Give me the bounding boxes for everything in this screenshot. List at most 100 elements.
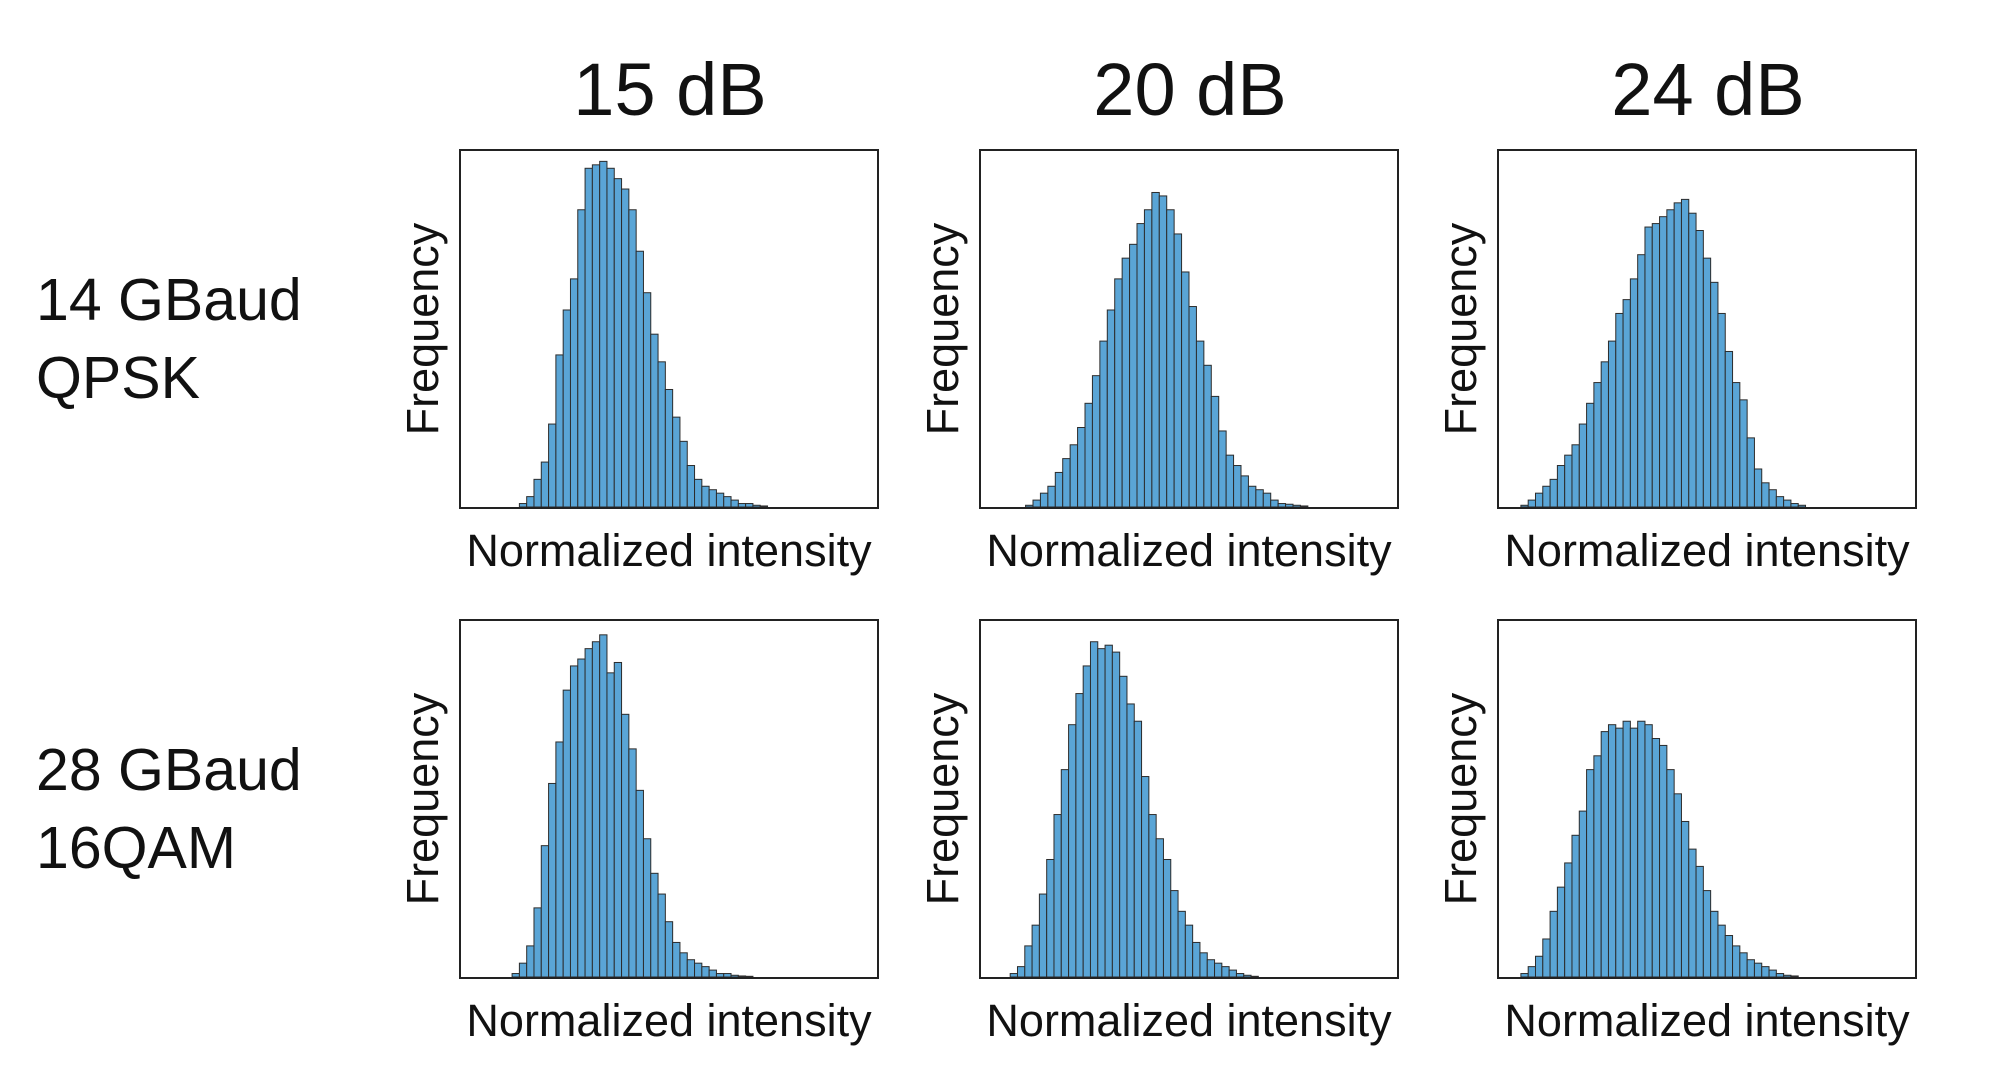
histogram-bar-r0-c1-27 — [1181, 271, 1190, 507]
histogram-bar-r1-c1-30 — [1199, 952, 1208, 977]
histogram-bar-r1-c1-11 — [1060, 769, 1070, 977]
y-axis-label-r1-c0: Frequency — [397, 692, 448, 906]
histogram-bar-r1-c0-32 — [694, 962, 703, 977]
x-axis-label-r0-c0: Normalized intensity — [466, 525, 872, 576]
histogram-bar-r1-c2-17 — [1622, 720, 1631, 977]
histogram-bar-r0-c2-30 — [1717, 312, 1726, 507]
histogram-bar-r1-c0-11 — [540, 845, 550, 977]
histogram-bar-r0-c0-28 — [664, 388, 674, 507]
histogram-panel-r1-c1 — [979, 619, 1399, 979]
histogram-bar-r1-c1-16 — [1097, 648, 1106, 977]
histogram-bar-r0-c0-15 — [569, 278, 579, 507]
histogram-bar-r0-c1-42 — [1292, 504, 1301, 507]
histogram-bar-r1-c1-33 — [1221, 966, 1230, 977]
histogram-svg-r0-c1 — [1025, 191, 1309, 507]
column-title-20db: 20 dB — [1093, 48, 1287, 131]
histogram-bar-r1-c1-4 — [1009, 973, 1018, 977]
histogram-bar-r1-c1-27 — [1177, 910, 1186, 977]
histogram-bar-r1-c2-14 — [1600, 731, 1609, 977]
histogram-bar-r1-c1-19 — [1119, 675, 1128, 977]
histogram-bar-r0-c0-16 — [577, 209, 586, 507]
histogram-bar-r0-c1-19 — [1121, 257, 1131, 507]
histogram-bar-r1-c1-17 — [1104, 644, 1113, 977]
histogram-bar-r1-c2-22 — [1659, 744, 1668, 977]
histogram-bar-r1-c2-10 — [1571, 834, 1580, 977]
histogram-bar-r0-c1-35 — [1240, 475, 1249, 507]
histogram-bar-r1-c0-12 — [548, 782, 557, 977]
y-axis-label-r0-c0: Frequency — [397, 222, 448, 436]
histogram-bar-r1-c0-16 — [577, 658, 586, 977]
histogram-bar-r0-c2-28 — [1702, 257, 1712, 507]
histogram-bar-r1-c1-25 — [1162, 858, 1172, 977]
histogram-bar-r0-c0-27 — [657, 361, 666, 507]
histogram-bar-r1-c2-15 — [1607, 724, 1617, 977]
histogram-bar-r0-c2-35 — [1753, 468, 1763, 507]
histogram-bar-r0-c0-10 — [533, 478, 542, 507]
histogram-bar-r1-c2-19 — [1637, 720, 1646, 977]
histogram-bar-r0-c0-38 — [737, 503, 747, 507]
histogram-bar-r0-c0-8 — [518, 503, 528, 507]
x-axis-label-r0-c1: Normalized intensity — [986, 525, 1392, 576]
y-axis-label-r1-c2: Frequency — [1435, 692, 1486, 906]
histogram-bar-r0-c2-39 — [1783, 499, 1792, 507]
histogram-bar-r0-c1-28 — [1188, 306, 1197, 507]
histogram-bar-r1-c2-30 — [1717, 924, 1726, 977]
histogram-bar-r0-c0-14 — [562, 309, 571, 507]
histogram-bar-r1-c0-10 — [533, 907, 542, 977]
histogram-bar-r1-c2-26 — [1688, 848, 1697, 977]
histogram-panel-r0-c1 — [979, 149, 1399, 509]
histogram-bar-r0-c1-16 — [1099, 340, 1108, 507]
histogram-bar-r0-c1-22 — [1143, 209, 1153, 507]
column-title-15db: 15 dB — [573, 48, 767, 131]
histogram-bar-r1-c2-18 — [1629, 727, 1639, 977]
histogram-bar-r0-c0-29 — [672, 416, 681, 507]
histogram-bar-r0-c2-31 — [1724, 350, 1734, 507]
histogram-bar-r1-c0-31 — [686, 959, 696, 977]
histogram-bar-r1-c2-13 — [1593, 755, 1602, 977]
histogram-bar-r0-c0-32 — [694, 478, 703, 507]
histogram-bar-r0-c1-12 — [1069, 444, 1079, 507]
histogram-bar-r0-c1-36 — [1247, 485, 1257, 507]
histogram-bar-r1-c1-8 — [1038, 893, 1048, 977]
histogram-bar-r0-c2-22 — [1659, 216, 1668, 507]
histogram-bar-r1-c1-32 — [1214, 962, 1223, 977]
histogram-bar-r0-c0-31 — [686, 465, 696, 507]
histogram-bar-r0-c1-40 — [1277, 503, 1287, 507]
histogram-bar-r1-c2-31 — [1724, 935, 1734, 977]
histogram-bar-r1-c2-4 — [1527, 966, 1536, 977]
histogram-bar-r1-c2-8 — [1556, 886, 1566, 977]
x-axis-label-r1-c0: Normalized intensity — [466, 995, 872, 1046]
histogram-bar-r1-c1-29 — [1192, 941, 1201, 977]
histogram-bar-r0-c2-33 — [1739, 399, 1748, 507]
histogram-bar-r1-c0-15 — [569, 665, 579, 977]
histogram-bar-r0-c2-21 — [1651, 223, 1661, 507]
histogram-bar-r1-c2-16 — [1615, 727, 1624, 977]
histogram-bar-r1-c2-35 — [1753, 962, 1763, 977]
histogram-bar-r0-c2-3 — [1520, 504, 1529, 507]
histogram-bar-r0-c1-21 — [1136, 223, 1145, 507]
histogram-bar-r0-c1-30 — [1203, 364, 1212, 507]
histogram-bar-r0-c0-17 — [584, 167, 593, 507]
histogram-bar-r0-c0-24 — [635, 250, 644, 507]
histogram-bar-r1-c0-39 — [745, 975, 754, 977]
histogram-bar-r1-c0-29 — [672, 941, 681, 977]
histogram-bar-r1-c0-27 — [657, 893, 666, 977]
histogram-bar-r1-c1-18 — [1111, 651, 1121, 977]
histogram-bar-r0-c1-15 — [1091, 375, 1101, 507]
histogram-bar-r1-c0-26 — [650, 872, 659, 977]
x-axis-label-r1-c1: Normalized intensity — [986, 995, 1392, 1046]
histogram-bar-r1-c0-7 — [511, 973, 520, 977]
histogram-bar-r0-c1-37 — [1255, 489, 1264, 507]
histogram-bar-r0-c0-41 — [759, 505, 769, 507]
histogram-bar-r0-c2-41 — [1797, 504, 1807, 507]
histogram-bar-r0-c2-7 — [1549, 478, 1558, 507]
row-label-qpsk: 14 GBaud QPSK — [36, 261, 302, 417]
histogram-panel-r0-c2 — [1497, 149, 1917, 509]
histogram-bar-r1-c2-36 — [1761, 966, 1770, 977]
histogram-bar-r0-c0-18 — [591, 164, 601, 507]
histogram-svg-r0-c2 — [1520, 198, 1807, 507]
histogram-bar-r1-c1-36 — [1243, 974, 1252, 977]
histogram-bar-r1-c2-39 — [1783, 974, 1792, 977]
histogram-bar-r1-c0-8 — [518, 962, 528, 977]
row-label-qpsk-line1: 14 GBaud — [36, 267, 302, 333]
